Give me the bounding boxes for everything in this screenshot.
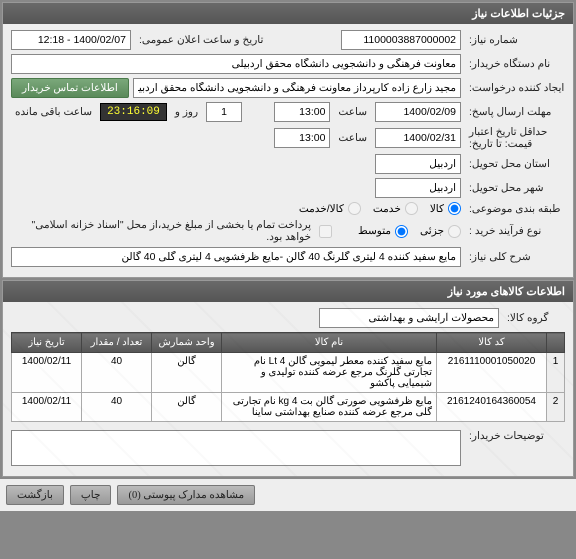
general-desc-input[interactable] bbox=[11, 247, 461, 267]
request-no-input[interactable] bbox=[341, 30, 461, 50]
print-button[interactable]: چاپ bbox=[70, 485, 112, 505]
creator-label: ایجاد کننده درخواست: bbox=[465, 82, 565, 94]
table-row[interactable]: 12161110001050020مایع سفید کننده معطر لی… bbox=[12, 353, 565, 393]
validity-time-input[interactable] bbox=[274, 128, 330, 148]
col-unit: واحد شمارش bbox=[152, 333, 222, 353]
time-label-2: ساعت bbox=[334, 132, 371, 144]
deadline-date-input[interactable] bbox=[375, 102, 461, 122]
row-city: شهر محل تحویل: bbox=[11, 178, 565, 198]
table-row[interactable]: 22161240164360054مایع ظرفشویی صورتی گالن… bbox=[12, 393, 565, 422]
row-general-desc: شرح کلی نیاز: bbox=[11, 247, 565, 267]
need-details-panel: جزئیات اطلاعات نیاز شماره نیاز: تاریخ و … bbox=[2, 2, 574, 278]
days-label: روز و bbox=[171, 106, 202, 118]
classify-both-label: کالا/خدمت bbox=[291, 203, 344, 215]
time-label-1: ساعت bbox=[334, 106, 371, 118]
row-deadline: مهلت ارسال پاسخ: ساعت روز و 23:16:09 ساع… bbox=[11, 102, 565, 122]
days-input[interactable] bbox=[206, 102, 242, 122]
row-request-no: شماره نیاز: تاریخ و ساعت اعلان عمومی: bbox=[11, 30, 565, 50]
cell-qty: 40 bbox=[82, 353, 152, 393]
cell-idx: 1 bbox=[547, 353, 565, 393]
col-qty: تعداد / مقدار bbox=[82, 333, 152, 353]
buyer-notes-label: توضیحات خریدار: bbox=[465, 430, 565, 442]
process-mid-label: متوسط bbox=[350, 225, 391, 237]
cell-name: مایع ظرفشویی صورتی گالن بت kg 4 نام تجار… bbox=[222, 393, 437, 422]
validity-label: حداقل تاریخ اعتبار قیمت: تا تاریخ: bbox=[465, 126, 565, 150]
cell-name: مایع سفید کننده معطر لیمویی گالن 4 Lt نا… bbox=[222, 353, 437, 393]
col-idx bbox=[547, 333, 565, 353]
row-creator: ایجاد کننده درخواست: اطلاعات تماس خریدار bbox=[11, 78, 565, 98]
back-button[interactable]: بازگشت bbox=[6, 485, 64, 505]
goods-panel-body: گروه کالا: کد کالا نام کالا واحد شمارش ت… bbox=[3, 302, 573, 476]
countdown-timer: 23:16:09 bbox=[100, 103, 167, 121]
row-province: استان محل تحویل: bbox=[11, 154, 565, 174]
request-no-label: شماره نیاز: bbox=[465, 34, 565, 46]
deadline-label: مهلت ارسال پاسخ: bbox=[465, 106, 565, 118]
classify-label: طبقه بندی موضوعی: bbox=[465, 203, 565, 215]
cell-unit: گالن bbox=[152, 393, 222, 422]
cell-date: 1400/02/11 bbox=[12, 393, 82, 422]
goods-panel-title: اطلاعات کالاهای مورد نیاز bbox=[3, 281, 573, 302]
announce-input[interactable] bbox=[11, 30, 131, 50]
row-buyer: نام دستگاه خریدار: bbox=[11, 54, 565, 74]
general-desc-label: شرح کلی نیاز: bbox=[465, 251, 565, 263]
classify-service-label: خدمت bbox=[365, 203, 401, 215]
col-code: کد کالا bbox=[437, 333, 547, 353]
province-input[interactable] bbox=[375, 154, 461, 174]
buyer-input[interactable] bbox=[11, 54, 461, 74]
buyer-label: نام دستگاه خریدار: bbox=[465, 58, 565, 70]
classify-goods-label: کالا bbox=[422, 203, 444, 215]
row-process: نوع فرآیند خرید : جزئی متوسط پرداخت تمام… bbox=[11, 219, 565, 243]
row-group: گروه کالا: bbox=[11, 308, 565, 328]
process-low-label: جزئی bbox=[412, 225, 444, 237]
process-low-radio bbox=[448, 225, 461, 238]
remaining-label: ساعت باقی مانده bbox=[11, 106, 96, 118]
validity-date-input[interactable] bbox=[375, 128, 461, 148]
col-date: تاریخ نیاز bbox=[12, 333, 82, 353]
city-input[interactable] bbox=[375, 178, 461, 198]
buyer-notes-textarea[interactable] bbox=[11, 430, 461, 466]
cell-qty: 40 bbox=[82, 393, 152, 422]
province-label: استان محل تحویل: bbox=[465, 158, 565, 170]
classify-service-radio bbox=[405, 202, 418, 215]
goods-table: کد کالا نام کالا واحد شمارش تعداد / مقدا… bbox=[11, 332, 565, 422]
announce-label: تاریخ و ساعت اعلان عمومی: bbox=[135, 34, 267, 46]
group-input[interactable] bbox=[319, 308, 499, 328]
classify-both-radio bbox=[348, 202, 361, 215]
city-label: شهر محل تحویل: bbox=[465, 182, 565, 194]
process-mid-radio[interactable] bbox=[395, 225, 408, 238]
table-header-row: کد کالا نام کالا واحد شمارش تعداد / مقدا… bbox=[12, 333, 565, 353]
cell-code: 2161240164360054 bbox=[437, 393, 547, 422]
group-label: گروه کالا: bbox=[503, 312, 565, 324]
panel-body: شماره نیاز: تاریخ و ساعت اعلان عمومی: نا… bbox=[3, 24, 573, 277]
bottom-bar: مشاهده مدارک پیوستی (0) چاپ بازگشت bbox=[0, 479, 576, 511]
deadline-time-input[interactable] bbox=[274, 102, 330, 122]
process-label: نوع فرآیند خرید : bbox=[465, 225, 565, 237]
goods-panel: اطلاعات کالاهای مورد نیاز گروه کالا: کد … bbox=[2, 280, 574, 477]
contact-button[interactable]: اطلاعات تماس خریدار bbox=[11, 78, 129, 98]
panel-title: جزئیات اطلاعات نیاز bbox=[3, 3, 573, 24]
classify-goods-radio[interactable] bbox=[448, 202, 461, 215]
row-classify: طبقه بندی موضوعی: کالا خدمت کالا/خدمت bbox=[11, 202, 565, 215]
cell-date: 1400/02/11 bbox=[12, 353, 82, 393]
cell-code: 2161110001050020 bbox=[437, 353, 547, 393]
row-buyer-notes: توضیحات خریدار: bbox=[11, 430, 565, 466]
treasury-checkbox bbox=[319, 225, 332, 238]
row-validity: حداقل تاریخ اعتبار قیمت: تا تاریخ: ساعت bbox=[11, 126, 565, 150]
process-note: پرداخت تمام یا بخشی از مبلغ خرید،از محل … bbox=[11, 219, 315, 243]
cell-idx: 2 bbox=[547, 393, 565, 422]
attachments-button[interactable]: مشاهده مدارک پیوستی (0) bbox=[117, 485, 255, 505]
creator-input[interactable] bbox=[133, 78, 461, 98]
cell-unit: گالن bbox=[152, 353, 222, 393]
col-name: نام کالا bbox=[222, 333, 437, 353]
